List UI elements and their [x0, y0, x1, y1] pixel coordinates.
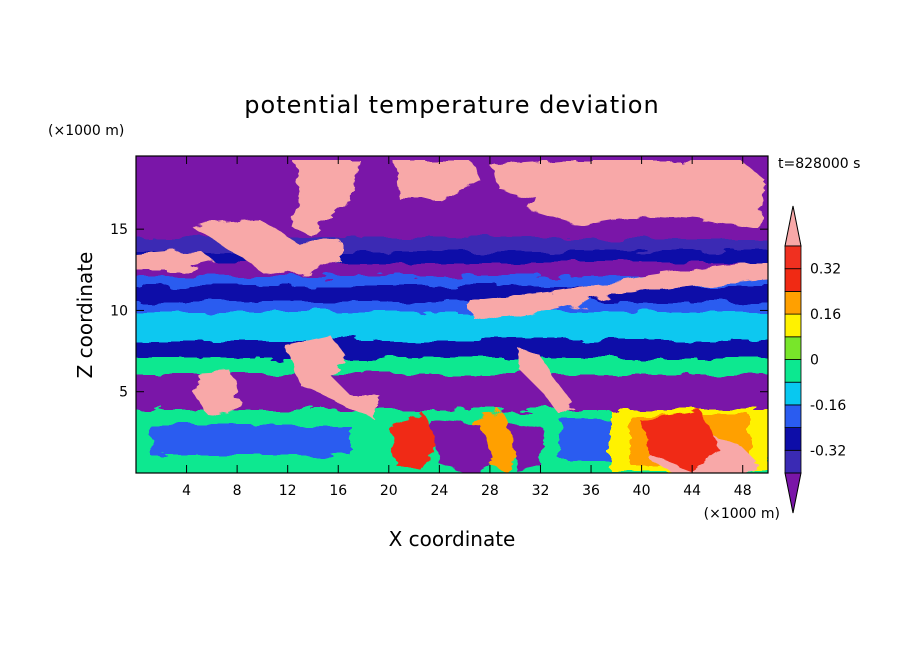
colorbar-box [784, 336, 802, 360]
x-tick-label: 20 [380, 483, 398, 499]
blob-upper-4 [530, 160, 765, 230]
colorbar-extend-bottom [784, 472, 802, 514]
x-tick-label: 32 [532, 483, 550, 499]
colorbar-tick-label: -0.32 [810, 443, 846, 459]
colorbar-box [784, 404, 802, 428]
y-axis-label: Z coordinate [73, 252, 97, 379]
x-tick-label: 8 [233, 483, 242, 499]
x-tick-label: 4 [182, 483, 191, 499]
colorbar: 0.32 0.16 0 -0.16 -0.32 [784, 205, 846, 514]
x-tick-label: 40 [633, 483, 651, 499]
blob-diag [470, 262, 768, 320]
x-tick-label: 16 [329, 483, 347, 499]
layer-band-10 [136, 374, 768, 412]
x-tick-label: 44 [683, 483, 701, 499]
x-axis-label: X coordinate [389, 527, 516, 551]
layer-band-8 [136, 340, 768, 360]
y-tick-label: 15 [110, 222, 128, 238]
blob-lower-red-1 [390, 410, 440, 470]
y-units-label: (×1000 m) [48, 123, 124, 139]
blob-center-2 [195, 370, 240, 415]
time-label: t=828000 s [778, 156, 860, 172]
layer-band-5 [136, 286, 768, 304]
layer-band-6 [136, 302, 768, 314]
y-axis: 5 10 15 [110, 222, 768, 401]
colorbar-box [784, 245, 802, 270]
plot-frame [135, 155, 769, 474]
colorbar-box [784, 359, 802, 383]
x-units-label: (×1000 m) [704, 506, 780, 522]
colorbar-box [784, 313, 802, 338]
blob-left-band [136, 250, 215, 270]
layer-bottom-blue [150, 425, 350, 455]
colorbar-tick-label: 0 [810, 353, 819, 369]
blob-lower-purple [430, 420, 495, 473]
colorbar-box [784, 449, 802, 474]
x-tick-label: 36 [582, 483, 600, 499]
layer-band-7 [136, 312, 768, 342]
colorbar-tick-label: 0.32 [810, 262, 841, 278]
blob-lower-purple-2 [510, 425, 545, 470]
blob-upper-5 [190, 220, 340, 275]
blob-lower-red-3 [640, 410, 720, 470]
y-tick-label: 10 [110, 303, 128, 319]
x-tick-label: 12 [279, 483, 297, 499]
x-tick-label: 28 [481, 483, 499, 499]
y-tick-label: 5 [119, 385, 128, 401]
colorbar-box [784, 381, 802, 406]
x-tick-label: 48 [734, 483, 752, 499]
colorbar-extend-top [784, 205, 802, 247]
x-axis: 4 8 12 16 20 24 28 32 36 40 44 48 [182, 156, 752, 499]
colorbar-box [784, 268, 802, 292]
colorbar-box [784, 427, 802, 451]
colorbar-tick-label: -0.16 [810, 398, 846, 414]
blob-upper-1 [290, 160, 360, 235]
blob-center-1 [285, 335, 380, 420]
colorbar-box [784, 290, 802, 315]
blob-upper-2 [395, 160, 480, 200]
blob-center-3 [515, 345, 575, 415]
chart-title: potential temperature deviation [244, 91, 659, 119]
plot-area [136, 156, 768, 473]
x-tick-label: 24 [430, 483, 448, 499]
colorbar-tick-label: 0.16 [810, 307, 841, 323]
